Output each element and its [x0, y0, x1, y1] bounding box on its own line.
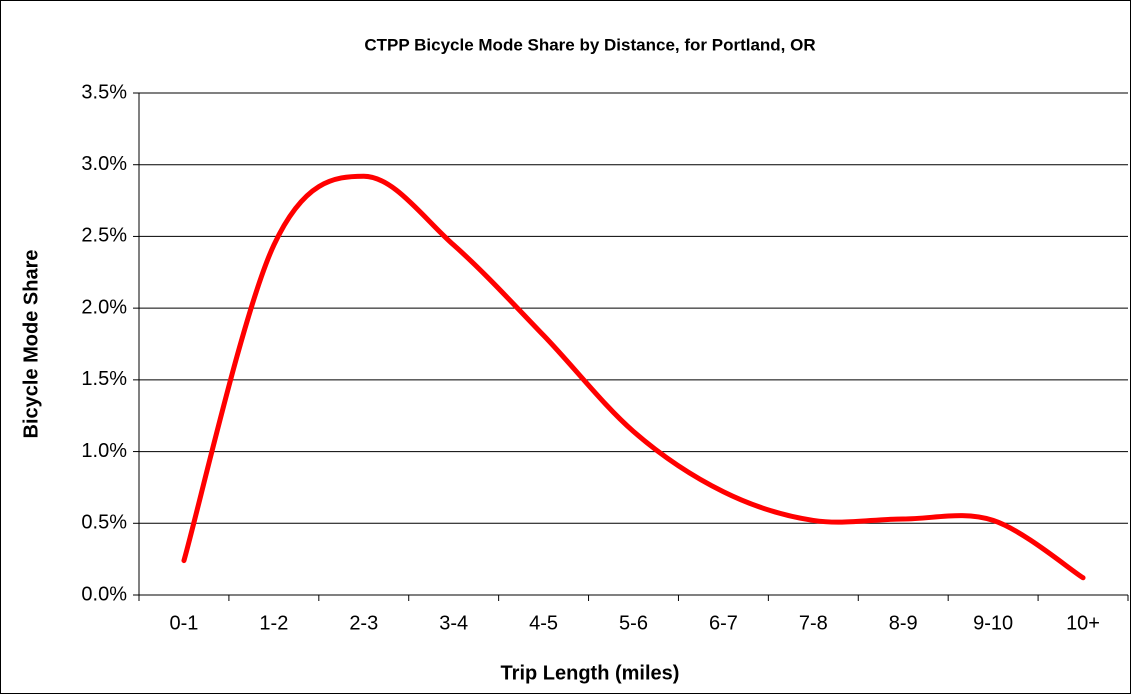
- x-tick-label: 2-3: [349, 612, 378, 634]
- x-tick-label: 5-6: [619, 612, 648, 634]
- x-tick-label: 3-4: [439, 612, 468, 634]
- y-axis-label: Bicycle Mode Share: [20, 250, 42, 439]
- y-tick-label: 3.0%: [81, 153, 127, 175]
- x-axis-label: Trip Length (miles): [501, 662, 680, 684]
- y-tick-label: 0.5%: [81, 512, 127, 534]
- y-tick-label: 1.5%: [81, 368, 127, 390]
- x-tick-label: 9-10: [973, 612, 1013, 634]
- line-series: [181, 173, 1086, 581]
- x-tick-label: 0-1: [170, 612, 199, 634]
- x-tick-label: 4-5: [529, 612, 558, 634]
- y-tick-label: 2.0%: [81, 296, 127, 318]
- chart-title: CTPP Bicycle Mode Share by Distance, for…: [364, 35, 815, 54]
- y-tick-label: 2.5%: [81, 225, 127, 247]
- y-tick-label: 3.5%: [81, 81, 127, 103]
- y-tick-label: 1.0%: [81, 440, 127, 462]
- x-tick-label: 1-2: [259, 612, 288, 634]
- x-tick-label: 6-7: [709, 612, 738, 634]
- x-tick-label: 8-9: [889, 612, 918, 634]
- x-tick-label: 7-8: [799, 612, 828, 634]
- x-tick-label: 10+: [1066, 612, 1100, 634]
- y-tick-label: 0.0%: [81, 583, 127, 605]
